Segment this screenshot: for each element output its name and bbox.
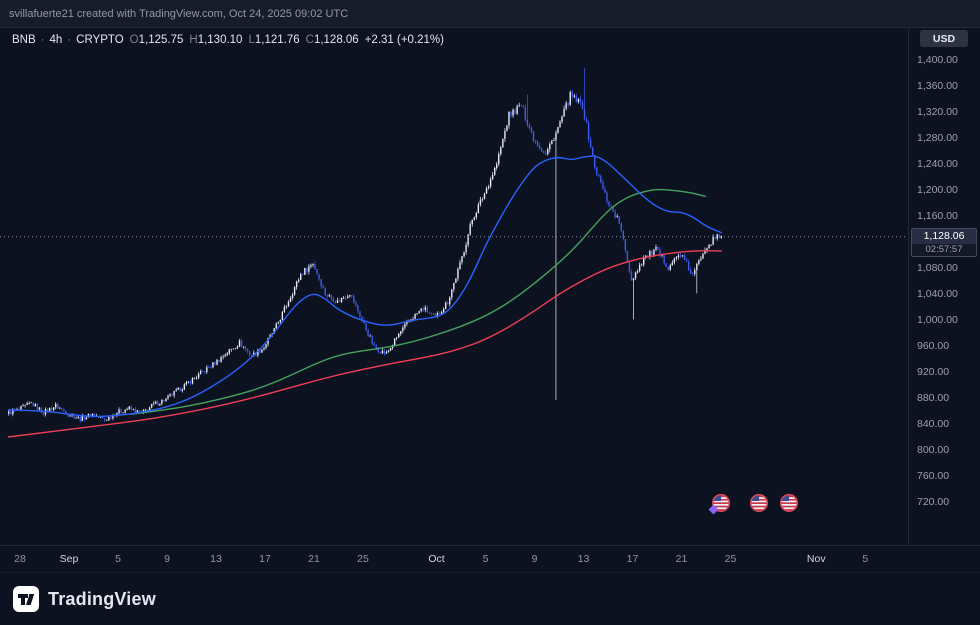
time-tick-label: 17 bbox=[259, 553, 271, 565]
time-tick-label: 28 bbox=[14, 553, 26, 565]
time-tick-label: 25 bbox=[724, 553, 737, 565]
price-tick-label: 1,040.00 bbox=[917, 288, 958, 300]
time-tick-label: 5 bbox=[115, 553, 121, 565]
price-tick-label: 1,280.00 bbox=[917, 132, 958, 144]
open-value: 1,125.75 bbox=[138, 34, 184, 46]
time-tick-label: 25 bbox=[357, 553, 369, 565]
price-tick-label: 1,000.00 bbox=[917, 314, 958, 326]
price-tick-label: 1,360.00 bbox=[917, 80, 958, 92]
price-tick-label: 1,160.00 bbox=[917, 210, 958, 222]
close-label: C bbox=[305, 34, 314, 46]
candlestick-chart[interactable] bbox=[0, 28, 908, 545]
tradingview-wordmark[interactable]: TradingView bbox=[48, 588, 156, 609]
mid-ma-line bbox=[130, 188, 707, 415]
price-tick-label: 760.00 bbox=[917, 470, 950, 482]
down-candle-bodies bbox=[10, 91, 720, 422]
close-value-group: C 1,128.06 bbox=[306, 34, 359, 46]
symbol-description[interactable]: BNB · 4h · CRYPTO bbox=[12, 34, 124, 46]
time-tick-label: 5 bbox=[482, 553, 489, 565]
time-tick-month-label: Oct bbox=[428, 553, 445, 565]
price-tick-label: 1,240.00 bbox=[917, 158, 958, 170]
price-tick-label: 1,400.00 bbox=[917, 54, 958, 66]
time-axis[interactable]: 28 Sep 5 9 13 17 21 25 Oct 5 9 13 17 21 25 Nov 5 bbox=[0, 545, 980, 572]
symbol-name: BNB bbox=[12, 34, 36, 46]
footer-bar: TradingView bbox=[0, 572, 980, 625]
slow-ma-line bbox=[7, 250, 722, 438]
price-tick-label: 960.00 bbox=[917, 340, 950, 352]
last-price-value: 1,128.06 bbox=[912, 228, 976, 244]
low-value: 1,121.76 bbox=[254, 34, 300, 46]
time-tick-label: 21 bbox=[308, 553, 320, 565]
price-tick-label: 1,320.00 bbox=[917, 106, 958, 118]
close-value: 1,128.06 bbox=[313, 34, 359, 46]
time-tick-label: 13 bbox=[577, 553, 590, 565]
time-tick-label: 13 bbox=[210, 553, 222, 565]
time-tick-label: 9 bbox=[164, 553, 170, 565]
low-label: L bbox=[248, 34, 255, 46]
up-candle-bodies bbox=[8, 91, 723, 422]
attribution-text: svillafuerte21 created with TradingView.… bbox=[9, 7, 349, 20]
interval-label: 4h bbox=[49, 34, 63, 46]
attribution-bar: svillafuerte21 created with TradingView.… bbox=[0, 0, 980, 28]
price-tick-label: 1,080.00 bbox=[917, 262, 958, 274]
separator: · bbox=[40, 34, 45, 46]
last-price-label: 1,128.06 02:57:57 bbox=[911, 227, 977, 257]
open-value-group: O 1,125.75 bbox=[130, 34, 184, 46]
high-label: H bbox=[189, 34, 198, 46]
time-tick-month-label: Nov bbox=[806, 553, 826, 565]
high-value-group: H 1,130.10 bbox=[189, 34, 242, 46]
price-tick-label: 840.00 bbox=[917, 418, 950, 430]
tradingview-logo-icon[interactable] bbox=[13, 586, 39, 612]
price-tick-label: 800.00 bbox=[917, 444, 950, 456]
high-value: 1,130.10 bbox=[197, 34, 243, 46]
chart-canvas[interactable] bbox=[0, 28, 908, 545]
time-tick-label: 9 bbox=[531, 553, 538, 565]
price-tick-label: 1,200.00 bbox=[917, 184, 958, 196]
us-flag-event-icon[interactable] bbox=[749, 493, 769, 513]
time-tick-month-label: Sep bbox=[59, 553, 79, 565]
open-label: O bbox=[129, 34, 139, 46]
exchange-label: CRYPTO bbox=[76, 34, 124, 46]
price-tick-label: 880.00 bbox=[917, 392, 950, 404]
price-tick-label: 720.00 bbox=[917, 496, 950, 508]
low-value-group: L 1,121.76 bbox=[248, 34, 299, 46]
time-tick-label: 17 bbox=[626, 553, 639, 565]
bar-close-countdown: 02:57:57 bbox=[912, 243, 976, 256]
price-tick-label: 920.00 bbox=[917, 366, 950, 378]
fast-ma-line bbox=[7, 155, 723, 418]
up-candle-wicks bbox=[8, 90, 722, 422]
currency-toggle-button[interactable]: USD bbox=[920, 30, 968, 47]
us-flag-event-icon[interactable] bbox=[779, 493, 799, 513]
separator: · bbox=[67, 34, 72, 46]
price-axis[interactable]: 1,128.06 02:57:57 1,400.00 1,360.00 1,320.… bbox=[908, 28, 980, 545]
time-tick-label: 5 bbox=[862, 553, 869, 565]
time-tick-label: 21 bbox=[675, 553, 688, 565]
change-value: +2.31 (+0.21%) bbox=[364, 34, 444, 46]
